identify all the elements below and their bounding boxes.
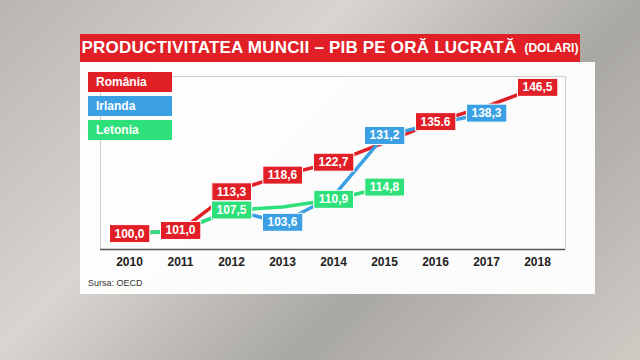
svg-text:146,5: 146,5 — [522, 80, 552, 94]
svg-text:113,3: 113,3 — [217, 185, 247, 199]
html-text:Irlanda: Irlanda — [96, 99, 136, 113]
svg-text:2015: 2015 — [371, 255, 398, 269]
svg-text:118,6: 118,6 — [268, 168, 298, 182]
svg-text:100,0: 100,0 — [114, 227, 144, 241]
html-text:PRODUCTIVITATEA MUNCII – PIB P: PRODUCTIVITATEA MUNCII – PIB PE ORĂ LUCR… — [81, 38, 517, 57]
svg-text:2013: 2013 — [269, 255, 296, 269]
html-text:România: România — [96, 75, 147, 89]
svg-text:122,7: 122,7 — [318, 155, 348, 169]
html-text:Letonia: Letonia — [96, 123, 139, 137]
svg-text:114,8: 114,8 — [370, 180, 400, 194]
svg-text:2012: 2012 — [218, 255, 245, 269]
svg-text:2016: 2016 — [422, 255, 449, 269]
svg-text:131,2: 131,2 — [369, 128, 399, 142]
svg-text:2018: 2018 — [524, 255, 551, 269]
svg-text:138,3: 138,3 — [471, 106, 501, 120]
svg-text:101,0: 101,0 — [165, 223, 195, 237]
svg-text:2017: 2017 — [473, 255, 500, 269]
svg-text:135.6: 135.6 — [420, 115, 450, 129]
svg-text:103,6: 103,6 — [267, 215, 297, 229]
html-text:(DOLARI): (DOLARI) — [524, 41, 579, 55]
svg-text:2011: 2011 — [167, 255, 193, 269]
svg-text:2010: 2010 — [116, 255, 143, 269]
svg-text:107,5: 107,5 — [216, 203, 246, 217]
svg-text:2014: 2014 — [320, 255, 347, 269]
svg-text:110,9: 110,9 — [319, 192, 349, 206]
html-text:Sursa: OECD: Sursa: OECD — [88, 278, 143, 288]
